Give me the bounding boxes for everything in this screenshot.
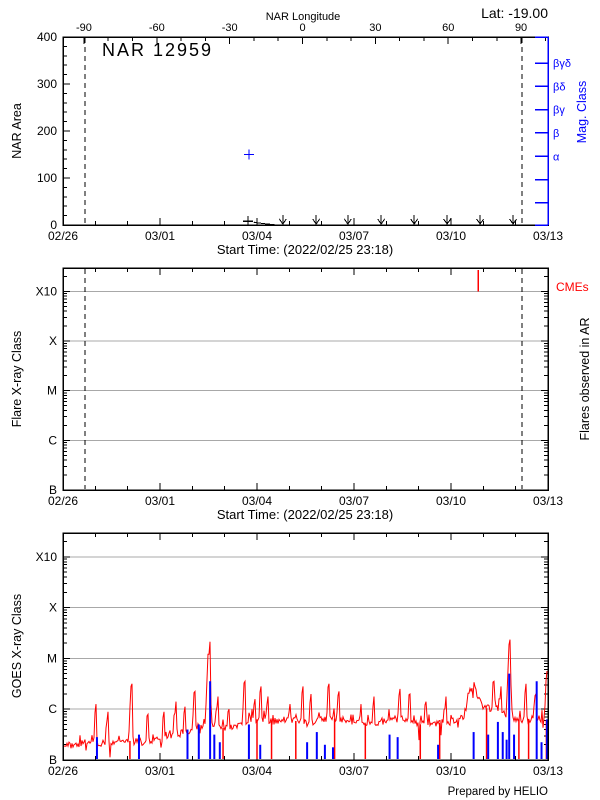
upper-limit-arrow bbox=[343, 215, 352, 225]
x-tick-label: 03/01 bbox=[145, 494, 175, 508]
x-tick-label: 03/10 bbox=[436, 229, 466, 243]
mag-class-tick-label: βδ bbox=[553, 81, 565, 93]
panel1-y-axis-label: NAR Area bbox=[10, 103, 24, 159]
mag-class-tick-label: α bbox=[553, 151, 560, 163]
longitude-tick-label: 30 bbox=[369, 22, 381, 34]
y-tick-label: M bbox=[47, 384, 57, 398]
upper-limit-arrow bbox=[476, 215, 485, 225]
y-tick-label: X10 bbox=[36, 284, 58, 298]
longitude-tick-label: 60 bbox=[442, 22, 454, 34]
top-axis-title: NAR Longitude bbox=[266, 11, 341, 23]
y-tick-label: B bbox=[49, 483, 57, 497]
y-tick-label: C bbox=[48, 433, 57, 447]
y-tick-label: 100 bbox=[37, 171, 57, 185]
panel1-title: NAR 12959 bbox=[102, 40, 213, 60]
flares-observed-label: Flares observed in AR bbox=[578, 318, 592, 441]
x-tick-label: 03/04 bbox=[242, 494, 272, 508]
panel1-start-time-label: Start Time: (2022/02/25 23:18) bbox=[217, 242, 393, 257]
upper-limit-arrow bbox=[278, 215, 287, 225]
longitude-tick-label: -30 bbox=[222, 22, 238, 34]
longitude-tick-label: 90 bbox=[515, 22, 527, 34]
x-tick-label: 03/04 bbox=[242, 229, 272, 243]
mag-class-tick-label: βγ bbox=[553, 105, 565, 117]
goes-lightcurve bbox=[64, 639, 548, 758]
y-tick-label: X bbox=[49, 601, 57, 615]
x-tick-label: 03/07 bbox=[339, 229, 369, 243]
y-tick-label: M bbox=[47, 651, 57, 665]
mag-class-axis-label: Mag. Class bbox=[575, 81, 589, 144]
y-tick-label: X10 bbox=[36, 550, 58, 564]
x-tick-label: 03/13 bbox=[533, 764, 563, 778]
panel3-y-axis-label: GOES X-ray Class bbox=[10, 594, 24, 698]
x-tick-label: 03/07 bbox=[339, 764, 369, 778]
x-tick-label: 02/26 bbox=[48, 229, 78, 243]
y-tick-label: X bbox=[49, 334, 57, 348]
x-tick-label: 03/13 bbox=[533, 229, 563, 243]
mag-class-tick-label: β bbox=[553, 128, 559, 140]
panel-nar-area: 0 100 200 300 400 -90 -60 -30 0 30 60 90 02/26 03/01 0… bbox=[37, 22, 571, 243]
y-tick-label: 0 bbox=[50, 218, 57, 232]
upper-limit-arrow bbox=[509, 215, 517, 225]
x-tick-label: 03/10 bbox=[436, 494, 466, 508]
upper-limit-arrow bbox=[377, 215, 386, 225]
panel2-start-time-label: Start Time: (2022/02/25 23:18) bbox=[217, 507, 393, 522]
longitude-tick-label: -90 bbox=[76, 22, 92, 34]
x-tick-label: 03/01 bbox=[145, 229, 175, 243]
y-tick-label: 400 bbox=[37, 30, 57, 44]
prepared-by-label: Prepared by HELIO bbox=[448, 786, 548, 798]
x-tick-label: 03/07 bbox=[339, 494, 369, 508]
x-tick-label: 03/13 bbox=[533, 494, 563, 508]
upper-limit-arrow bbox=[443, 215, 452, 225]
x-tick-label: 02/26 bbox=[48, 764, 78, 778]
x-tick-label: 03/04 bbox=[242, 764, 272, 778]
x-tick-label: 02/26 bbox=[48, 494, 78, 508]
x-tick-label: 03/10 bbox=[436, 764, 466, 778]
panel-flare-xray: B C M X X10 02/26 03/01 03/04 03/07 03/10 03/13 bbox=[36, 267, 563, 508]
panel-goes-xray: B C M X X10 02/26 03/01 03/04 03/07 03/10 03/13 bbox=[36, 532, 563, 778]
area-plus-marker bbox=[243, 149, 254, 160]
x-tick-label: 03/01 bbox=[145, 764, 175, 778]
upper-limit-arrow bbox=[312, 215, 321, 225]
upper-limit-arrow bbox=[410, 215, 419, 225]
area-plus-marker bbox=[242, 216, 253, 227]
y-tick-label: 200 bbox=[37, 124, 57, 138]
mag-class-tick-label: βγδ bbox=[553, 58, 571, 70]
longitude-tick-label: 0 bbox=[299, 22, 305, 34]
cmes-label: CMEs bbox=[556, 280, 589, 294]
y-tick-label: 300 bbox=[37, 77, 57, 91]
longitude-tick-label: -60 bbox=[149, 22, 165, 34]
y-tick-label: C bbox=[48, 702, 57, 716]
y-tick-label: B bbox=[49, 753, 57, 767]
latitude-label: Lat: -19.00 bbox=[481, 5, 548, 21]
panel2-y-axis-label: Flare X-ray Class bbox=[10, 331, 24, 428]
